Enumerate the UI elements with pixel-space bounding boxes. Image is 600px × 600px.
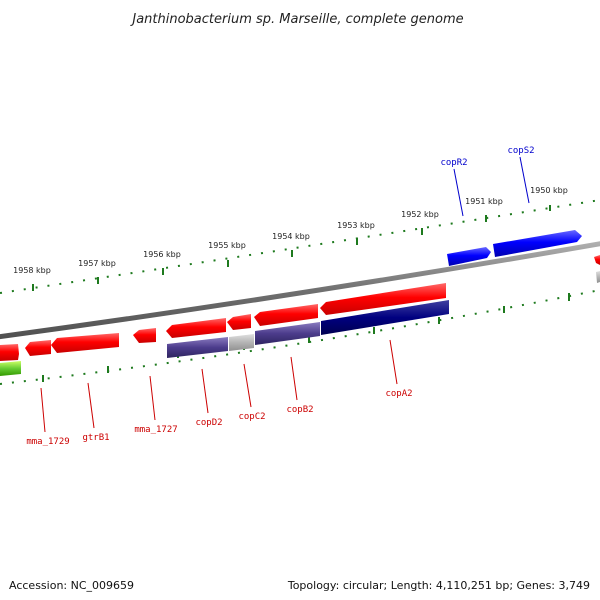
tick-ring-outer (0, 199, 600, 294)
forward-cds-ring (0, 283, 446, 361)
map-title: Janthinobacterium sp. Marseille, complet… (129, 12, 463, 27)
gene-copS2[interactable] (493, 230, 582, 257)
gene-label-copB2[interactable]: copB2 (286, 405, 313, 415)
gene-label-copS2[interactable]: copS2 (507, 146, 534, 156)
tick-label: 1955 kbp (208, 241, 246, 250)
gene-label-copA2[interactable]: copA2 (385, 389, 412, 399)
tick-ring-inner (0, 289, 600, 385)
gene-label-mma_1729[interactable]: mma_1729 (26, 437, 69, 447)
gene-copD2[interactable] (166, 318, 226, 338)
cog-block (255, 322, 320, 345)
gene-red-0[interactable] (0, 344, 19, 361)
gene-label-copD2[interactable]: copD2 (195, 418, 222, 428)
gene-mma_1727[interactable] (133, 328, 156, 343)
top-strand-genes (447, 230, 600, 283)
tick-label: 1956 kbp (143, 250, 181, 259)
gene-partial-right[interactable] (594, 255, 600, 265)
gene-copB2[interactable] (254, 304, 318, 326)
genome-summary: Topology: circular; Length: 4,110,251 bp… (287, 579, 590, 592)
gene-label-copC2[interactable]: copC2 (238, 412, 265, 422)
cog-block (229, 334, 254, 351)
accession-label: Accession: NC_009659 (9, 579, 135, 592)
cog-block-green (0, 361, 21, 376)
tick-label: 1953 kbp (337, 221, 375, 230)
tick-label: 1950 kbp (530, 186, 568, 195)
tick-label: 1958 kbp (13, 266, 51, 275)
cog-ring (0, 300, 449, 376)
cog-block (167, 337, 228, 358)
gene-label-mma_1727[interactable]: mma_1727 (134, 425, 177, 435)
gene-partial-right-gray (596, 271, 600, 283)
gene-mma_1729[interactable] (25, 340, 51, 356)
cog-block (321, 300, 449, 335)
gene-copA2[interactable] (320, 283, 446, 315)
tick-label: 1954 kbp (272, 232, 310, 241)
gene-copC2[interactable] (227, 314, 251, 330)
major-ticks-outer (32, 205, 551, 291)
gene-label-gtrB1[interactable]: gtrB1 (82, 433, 109, 443)
gene-gtrB1[interactable] (51, 333, 119, 353)
tick-label: 1957 kbp (78, 259, 116, 268)
leader-lines (40, 339, 398, 433)
tick-label: 1952 kbp (401, 210, 439, 219)
gene-label-copR2[interactable]: copR2 (440, 158, 467, 168)
leader-lines-top (453, 156, 530, 217)
backbone (0, 241, 600, 340)
gene-copR2[interactable] (447, 247, 491, 266)
tick-labels: 1950 kbp 1951 kbp 1952 kbp 1953 kbp 1954… (13, 186, 568, 275)
tick-label: 1951 kbp (465, 197, 503, 206)
